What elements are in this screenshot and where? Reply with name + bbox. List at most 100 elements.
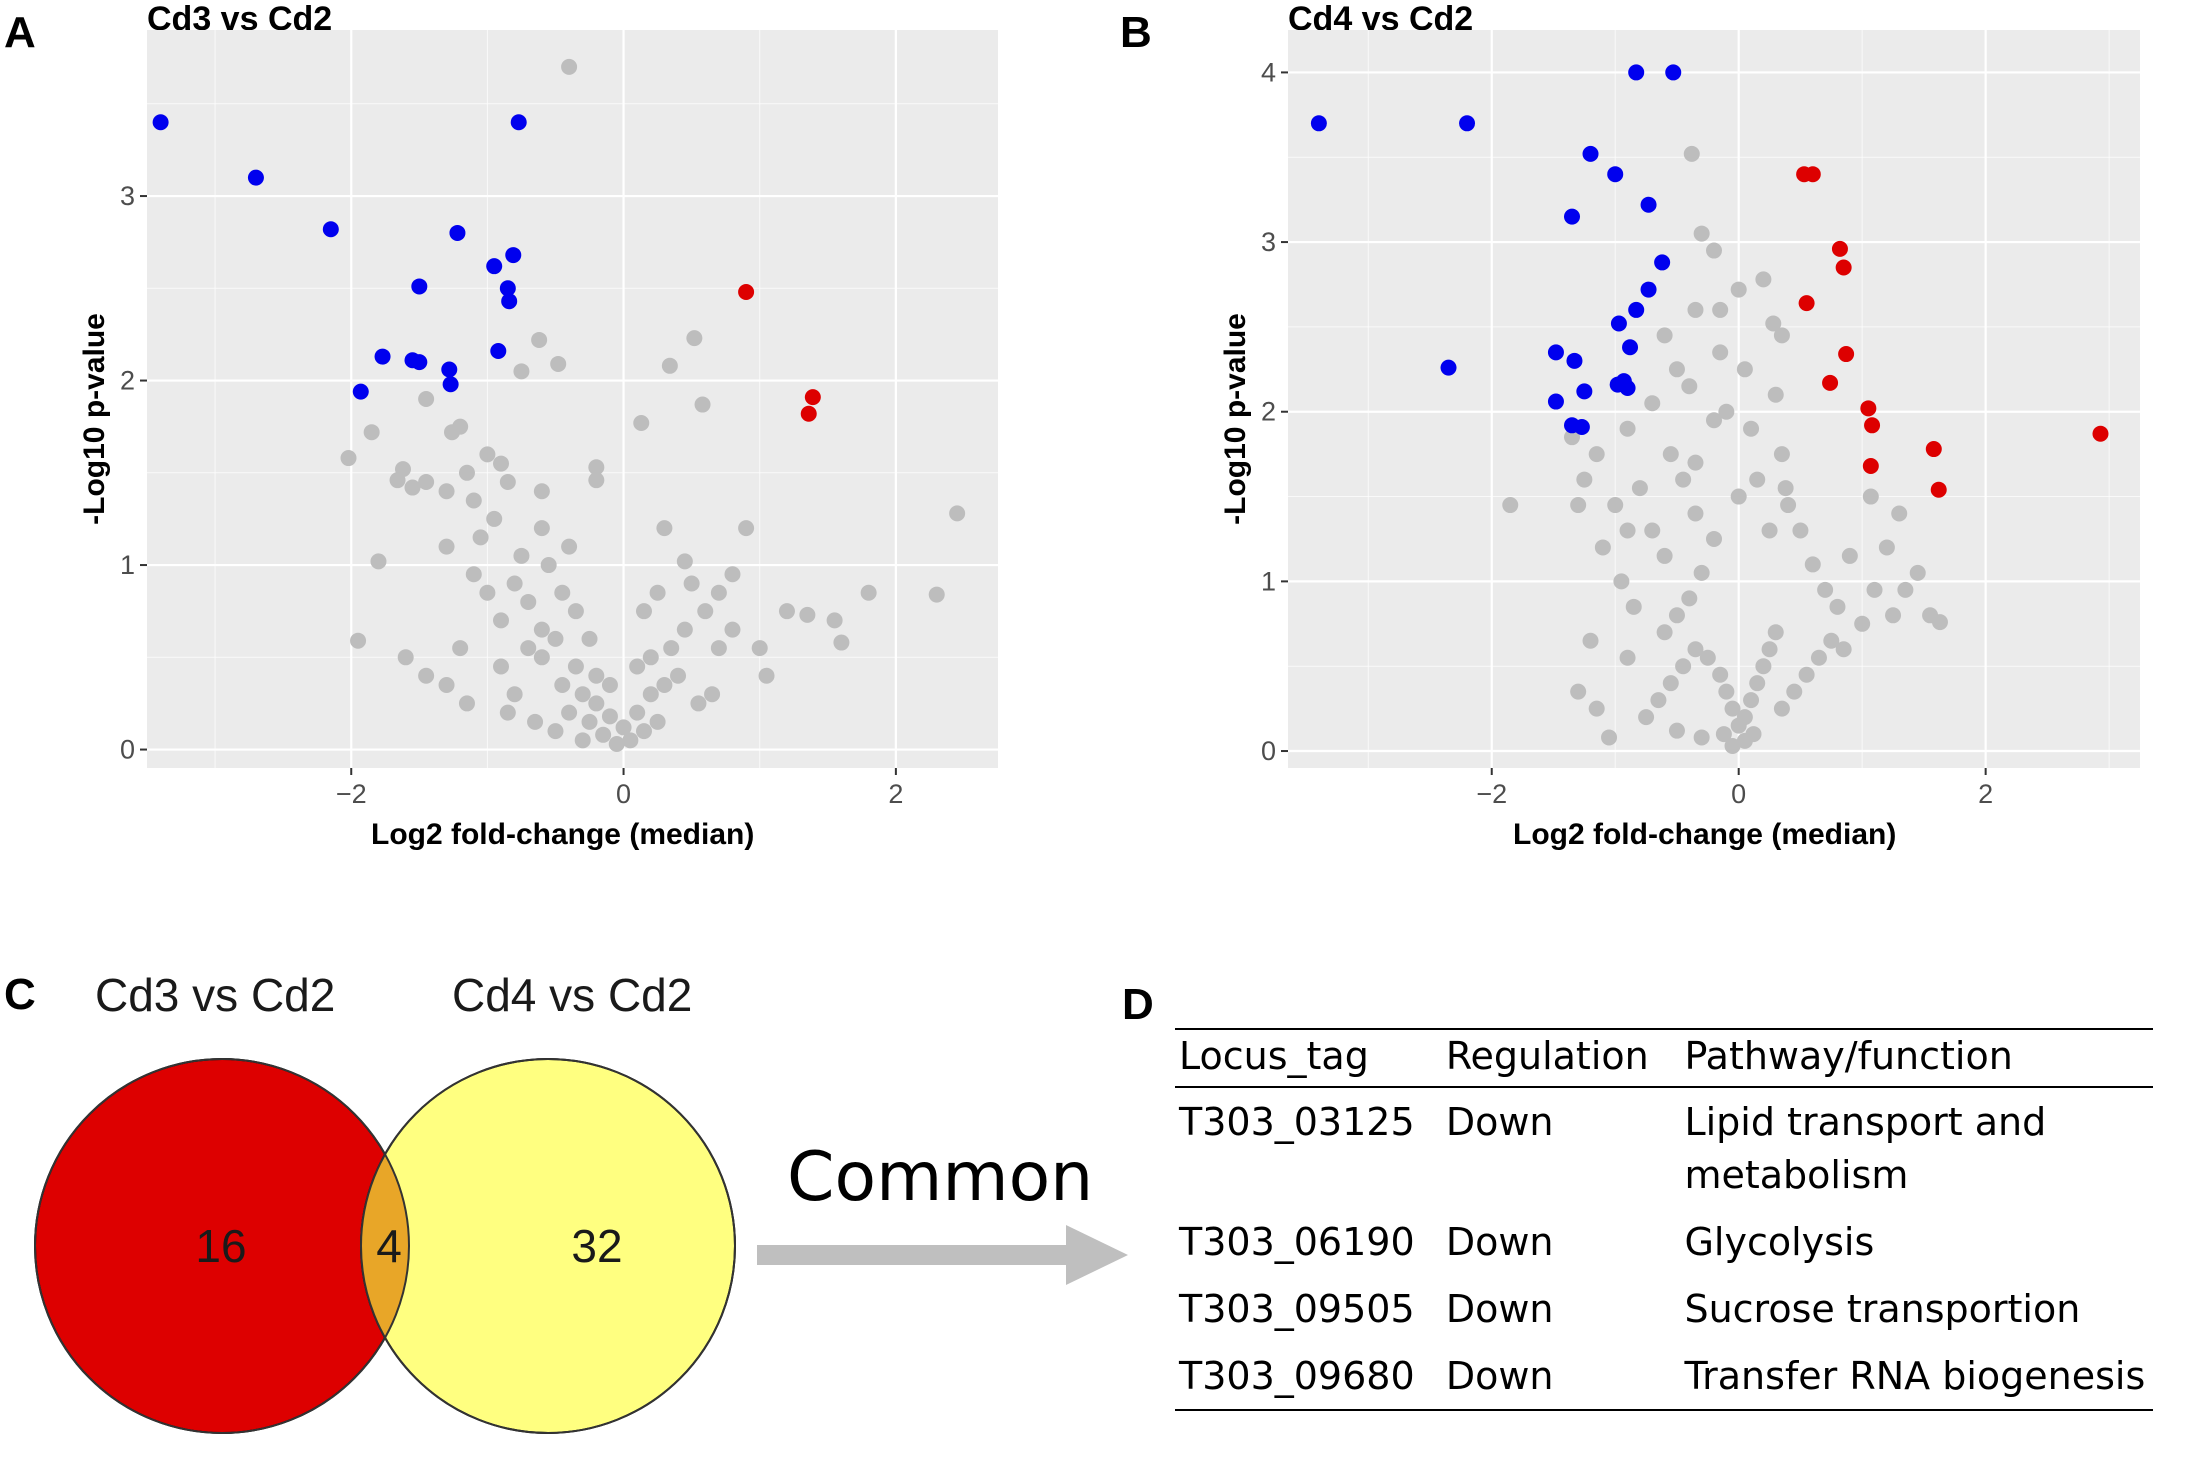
- chart-b-point-ns: [1613, 573, 1630, 590]
- chart-b-point-up: [1838, 346, 1855, 363]
- panel-letter-a: A: [4, 8, 36, 57]
- chart-b-point-ns: [1668, 722, 1685, 739]
- chart-b-point-down: [1628, 64, 1645, 81]
- chart-a-point-ns: [928, 586, 945, 603]
- venn-left-outline: [34, 1058, 410, 1434]
- chart-b-point-ns: [1619, 420, 1636, 437]
- chart-a-y-tick-label: 2: [120, 366, 135, 396]
- cell-regulation: Down: [1445, 1287, 1554, 1331]
- chart-a-point-ns: [472, 529, 489, 546]
- chart-a-point-ns: [513, 363, 530, 380]
- chart-b-point-ns: [1668, 361, 1685, 378]
- chart-b-point-ns: [1761, 641, 1778, 658]
- chart-b-point-down: [1566, 352, 1583, 369]
- chart-b-y-tick-label: 2: [1261, 397, 1276, 427]
- chart-a-point-down: [411, 354, 428, 371]
- chart-b-point-ns: [1724, 700, 1741, 717]
- chart-a-point-ns: [404, 479, 421, 496]
- chart-b-point-ns: [1681, 590, 1698, 607]
- chart-b-y-tick-label: 0: [1261, 736, 1276, 766]
- chart-b-point-ns: [1885, 607, 1902, 624]
- chart-a-point-ns: [493, 612, 510, 629]
- chart-b-point-ns: [1743, 420, 1760, 437]
- chart-b-point-ns: [1773, 700, 1790, 717]
- chart-b-point-ns: [1736, 361, 1753, 378]
- chart-a-xlabel: Log2 fold-change (median): [371, 818, 755, 851]
- chart-a-point-ns: [567, 658, 584, 675]
- chart-b-point-ns: [1625, 598, 1642, 615]
- chart-b-point-ns: [1656, 547, 1673, 564]
- chart-b-point-ns: [1699, 649, 1716, 666]
- chart-b-point-ns: [1743, 692, 1760, 709]
- chart-a-point-ns: [710, 640, 727, 657]
- chart-b-point-up: [1798, 295, 1815, 312]
- chart-a-point-ns: [340, 450, 357, 467]
- gene-table: Locus_tag Regulation Pathway/function T3…: [1175, 1028, 2153, 1411]
- chart-a-point-up: [800, 405, 817, 422]
- chart-a-point-ns: [438, 538, 455, 555]
- chart-a-point-ns: [656, 676, 673, 693]
- chart-b-point-down: [1582, 145, 1599, 162]
- chart-a-point-ns: [670, 667, 687, 684]
- chart-a-point-ns: [686, 330, 703, 347]
- chart-a-point-down: [501, 293, 518, 310]
- chart-a-plot-panel: [147, 30, 998, 768]
- chart-a-point-ns: [724, 621, 741, 638]
- chart-b-point-ns: [1761, 522, 1778, 539]
- chart-b-x-tick-label: 2: [1978, 779, 1993, 809]
- chart-a-point-ns: [676, 553, 693, 570]
- chart-b-point-ns: [1765, 315, 1782, 332]
- chart-b-point-up: [1860, 400, 1877, 417]
- chart-b-point-up: [1804, 166, 1821, 183]
- chart-b-point-ns: [1749, 471, 1766, 488]
- chart-b-point-ns: [1712, 344, 1729, 361]
- chart-a-point-down: [352, 383, 369, 400]
- chart-b-point-ns: [1773, 446, 1790, 463]
- chart-a-point-ns: [350, 632, 367, 649]
- chart-b-point-ns: [1588, 446, 1605, 463]
- chart-a-point-ns: [694, 396, 711, 413]
- chart-a-point-ns: [438, 483, 455, 500]
- chart-a-point-ns: [724, 566, 741, 583]
- chart-a-point-ns: [458, 464, 475, 481]
- chart-a-point-ns: [533, 520, 550, 537]
- chart-a-point-ns: [520, 640, 537, 657]
- chart-a-point-ns: [704, 686, 721, 703]
- chart-b-point-ns: [1706, 412, 1722, 429]
- chart-b-point-ns: [1650, 692, 1667, 709]
- chart-b-point-ns: [1570, 683, 1587, 700]
- chart-a-point-ns: [697, 603, 714, 620]
- chart-b-point-ns: [1687, 301, 1704, 318]
- chart-b-point-ns: [1594, 539, 1611, 556]
- chart-b-point-ns: [1675, 471, 1692, 488]
- chart-a-point-down: [486, 258, 503, 275]
- chart-b-xlabel: Log2 fold-change (median): [1513, 818, 1897, 851]
- chart-b-point-ns: [1681, 378, 1698, 395]
- chart-b-point-ns: [1502, 497, 1519, 514]
- chart-a-point-ns: [561, 704, 578, 721]
- chart-a-point-ns: [595, 726, 612, 743]
- chart-a-x-tick-label: 0: [616, 779, 631, 809]
- chart-b-point-ns: [1724, 737, 1741, 754]
- chart-a-point-ns: [486, 510, 503, 527]
- chart-b-point-ns: [1749, 675, 1766, 692]
- cell-pathway: Lipid transport and metabolism: [1684, 1100, 2047, 1197]
- chart-b-point-ns: [1693, 729, 1710, 746]
- chart-a-point-ns: [588, 667, 605, 684]
- chart-b-point-down: [1640, 281, 1657, 298]
- chart-b-point-ns: [1706, 242, 1722, 259]
- cell-regulation: Down: [1445, 1220, 1554, 1264]
- chart-a-point-ns: [479, 446, 496, 463]
- chart-a-point-ns: [418, 474, 435, 491]
- chart-a-x-tick-label: −2: [336, 779, 367, 809]
- chart-a-y-tick-label: 1: [120, 550, 135, 580]
- chart-a-point-ns: [513, 547, 530, 564]
- chart-b-point-ns: [1909, 564, 1926, 581]
- chart-a-point-ns: [574, 686, 591, 703]
- chart-b-point-ns: [1619, 649, 1636, 666]
- chart-b-point-ns: [1564, 429, 1580, 446]
- chart-a-point-down: [442, 376, 459, 393]
- table-row: T303_09505 Down Sucrose transportion: [1175, 1275, 2153, 1342]
- chart-a-point-ns: [533, 621, 550, 638]
- chart-b-plot-panel: [1288, 30, 2140, 768]
